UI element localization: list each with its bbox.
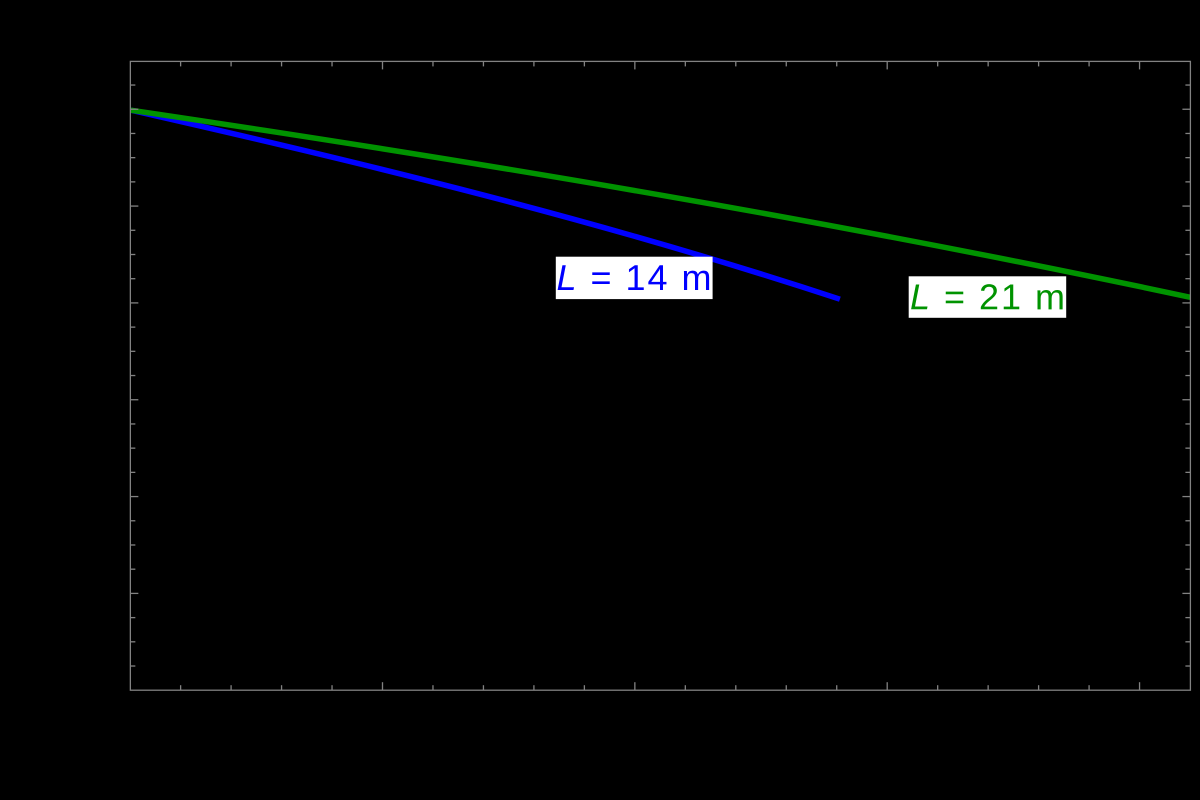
svg-text:L = 14 m: L = 14 m bbox=[556, 257, 713, 298]
svg-text:L = 21 m: L = 21 m bbox=[910, 276, 1067, 317]
